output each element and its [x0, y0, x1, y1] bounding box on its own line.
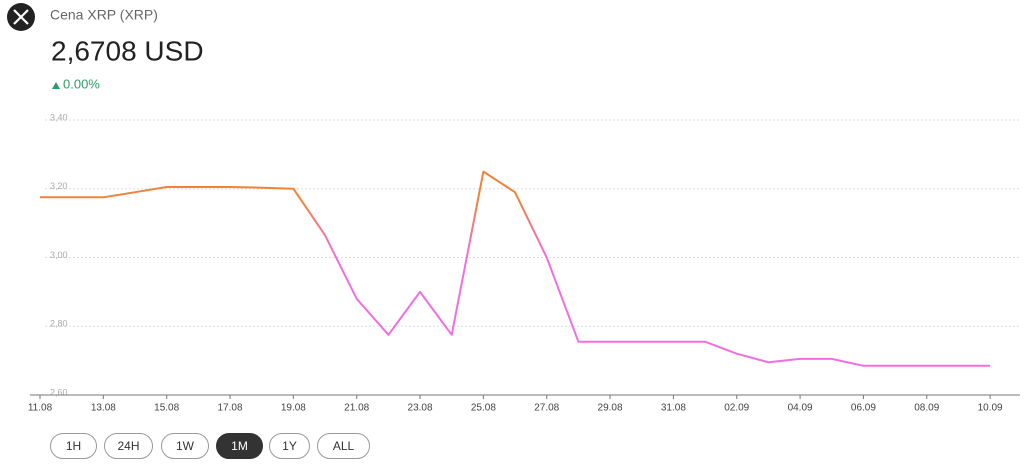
range-button[interactable]: 24H: [104, 433, 153, 459]
x-tick-label: 04.09: [788, 403, 813, 414]
coin-icon-glyph: [13, 9, 29, 25]
x-tick-label: 06.09: [851, 403, 876, 414]
y-tick-label: 3,00: [50, 250, 68, 260]
range-button[interactable]: 1H: [50, 433, 97, 459]
y-tick-label: 2,60: [50, 387, 68, 397]
x-tick-label: 31.08: [661, 403, 686, 414]
price-line: [40, 170, 991, 367]
x-tick-label: 19.08: [281, 403, 306, 414]
x-tick-label: 11.08: [28, 403, 53, 414]
x-tick-label: 02.09: [724, 403, 749, 414]
change: 0.00%: [63, 76, 100, 91]
range-button[interactable]: 1M: [216, 433, 263, 459]
x-tick-label: 29.08: [598, 403, 623, 414]
y-tick-label: 3,20: [50, 181, 68, 191]
x-tick-label: 13.08: [91, 403, 116, 414]
range-button[interactable]: 1W: [161, 433, 209, 459]
x-tick-label: 10.09: [978, 403, 1003, 414]
y-tick-label: 3,40: [50, 112, 68, 122]
range-button[interactable]: 1Y: [269, 433, 310, 459]
x-tick-label: 21.08: [344, 403, 369, 414]
x-tick-label: 08.09: [914, 403, 939, 414]
x-tick-label: 27.08: [534, 403, 559, 414]
range-button[interactable]: ALL: [317, 433, 370, 459]
y-tick-label: 2,80: [50, 319, 68, 329]
up-arrow: [52, 82, 60, 89]
title: Cena XRP (XRP): [50, 7, 158, 23]
x-tick-label: 15.08: [154, 403, 179, 414]
x-tick-label: 25.08: [471, 403, 496, 414]
price: 2,6708 USD: [51, 35, 204, 66]
x-tick-label: 23.08: [408, 403, 433, 414]
x-tick-label: 17.08: [218, 403, 243, 414]
